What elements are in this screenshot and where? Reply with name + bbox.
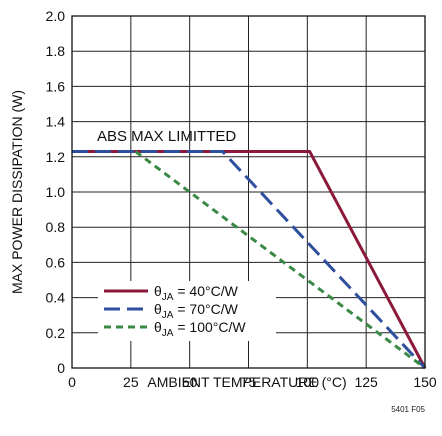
x-tick-label: 75: [241, 374, 257, 390]
plot-frame: [71, 15, 426, 369]
series-line-2: [72, 150, 427, 370]
x-tick-label: 50: [182, 374, 198, 390]
y-tick-label: 1.2: [46, 149, 66, 165]
y-tick-label: 0.4: [46, 290, 66, 306]
y-axis-title: MAX POWER DISSIPATION (W): [9, 90, 25, 294]
x-tick-label: 0: [68, 374, 76, 390]
abs-max-annotation: ABS MAX LIMITTED: [97, 128, 236, 145]
x-tick-label: 25: [123, 374, 139, 390]
legend-label: θJA = 70°C/W: [154, 301, 239, 321]
figure-id: 5401 F05: [391, 405, 425, 414]
y-tick-labels: 0 0.2 0.4 0.6 0.8 1.0 1.2 1.4 1.6 1.8 2.0: [46, 8, 66, 376]
x-tick-label: 100: [296, 374, 320, 390]
legend-label: θJA = 100°C/W: [154, 319, 246, 339]
series-lines: [72, 150, 427, 370]
x-tick-labels: 0 25 50 75 100 125 150: [68, 374, 437, 390]
y-tick-label: 1.0: [46, 184, 66, 200]
y-tick-label: 0.8: [46, 219, 66, 235]
y-tick-label: 2.0: [46, 8, 66, 24]
y-tick-label: 1.6: [46, 78, 66, 94]
x-tick-label: 150: [413, 374, 437, 390]
y-tick-label: 0: [57, 360, 65, 376]
x-tick-label: 125: [354, 374, 378, 390]
y-tick-label: 0.6: [46, 254, 66, 270]
legend-label: θJA = 40°C/W: [154, 283, 239, 303]
x-axis-title: AMBIENT TEMPERATURE (°C): [147, 374, 346, 390]
y-tick-label: 0.2: [46, 325, 66, 341]
y-tick-label: 1.8: [46, 43, 66, 59]
y-tick-label: 1.4: [46, 114, 66, 130]
series-line-3: [134, 150, 426, 370]
